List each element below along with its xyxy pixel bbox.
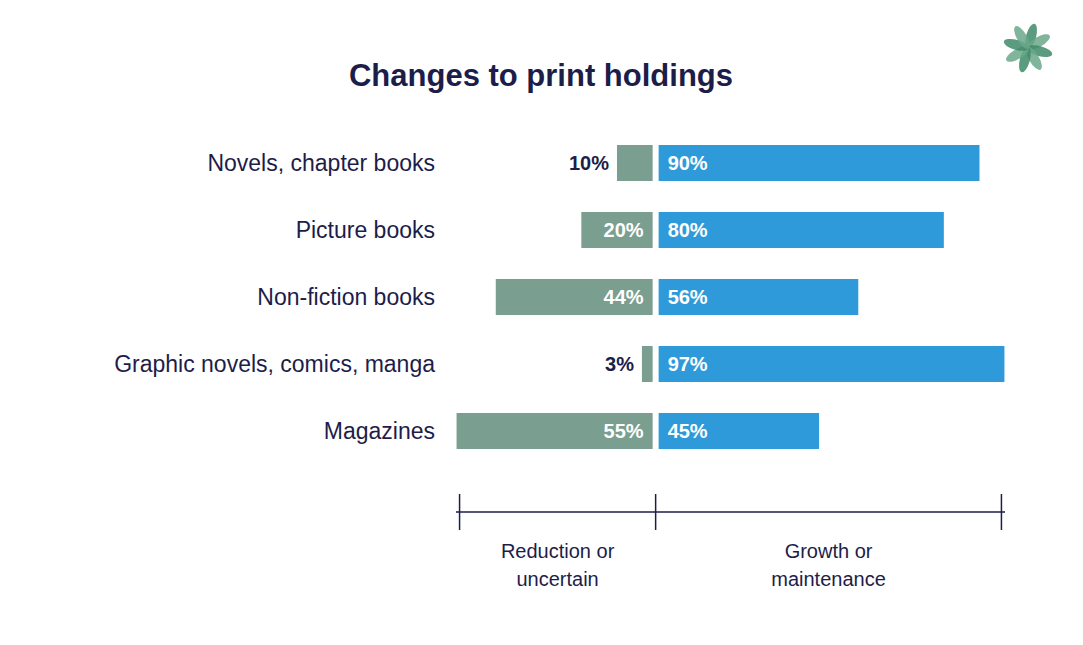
bar bbox=[617, 145, 653, 181]
bar bbox=[659, 413, 819, 449]
labels: Novels, chapter books 10% 90% Picture books… bbox=[114, 150, 708, 444]
bar bbox=[581, 212, 652, 248]
bar bbox=[642, 346, 653, 382]
data-label: 80% bbox=[668, 219, 708, 241]
data-label: 3% bbox=[605, 353, 634, 375]
bar bbox=[659, 346, 1005, 382]
category-label: Non-fiction books bbox=[257, 284, 435, 310]
series-name: Reduction or uncertain bbox=[497, 537, 619, 593]
series-name: Growth or maintenance bbox=[768, 537, 890, 593]
bar bbox=[659, 145, 980, 181]
data-label: 56% bbox=[668, 286, 708, 308]
bar bbox=[496, 279, 653, 315]
category-label: Picture books bbox=[296, 217, 435, 243]
logo-petal bbox=[1011, 24, 1033, 52]
tick bbox=[1001, 494, 1003, 530]
bar bbox=[659, 212, 944, 248]
data-label: 20% bbox=[604, 219, 644, 241]
bar bbox=[457, 413, 653, 449]
category-label: Novels, chapter books bbox=[207, 150, 435, 176]
category-label: Graphic novels, comics, manga bbox=[114, 351, 435, 377]
data-label: 44% bbox=[604, 286, 644, 308]
data-label: 55% bbox=[604, 420, 644, 442]
data-label: 45% bbox=[668, 420, 708, 442]
logo bbox=[1003, 23, 1054, 74]
bars bbox=[457, 145, 1005, 449]
data-label: 90% bbox=[668, 152, 708, 174]
bar bbox=[659, 279, 859, 315]
title: Changes to print holdings bbox=[349, 58, 733, 93]
data-label: 10% bbox=[569, 152, 609, 174]
tick bbox=[459, 494, 461, 530]
tick bbox=[655, 494, 657, 530]
category-label: Magazines bbox=[324, 418, 435, 444]
axis-line bbox=[456, 511, 1005, 513]
data-label: 97% bbox=[668, 353, 708, 375]
